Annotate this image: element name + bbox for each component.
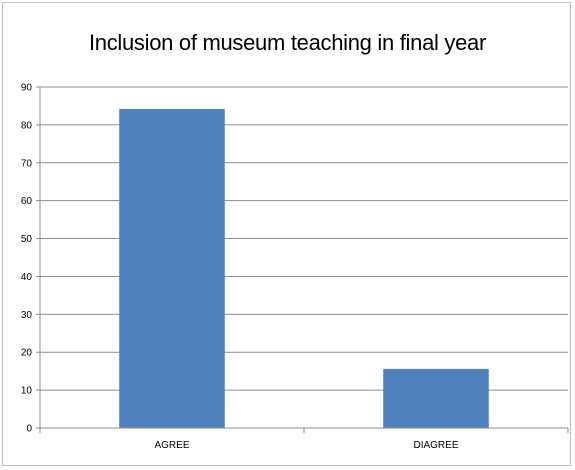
- y-tick-label: 10: [21, 386, 33, 397]
- y-tick-label: 90: [21, 83, 33, 94]
- x-category-label: DIAGREE: [413, 440, 458, 451]
- axes: [36, 86, 569, 433]
- axis-labels: 0 10 20 30 40 50 60 70 80 90 AGREE DIAGREE: [21, 83, 459, 452]
- bar-agree: [119, 108, 225, 428]
- y-tick-label: 0: [26, 424, 32, 435]
- y-tick-label: 20: [21, 348, 33, 359]
- bar-diagree: [383, 368, 489, 428]
- y-tick-label: 50: [21, 234, 33, 245]
- bars: [119, 108, 489, 428]
- y-tick-label: 30: [21, 310, 33, 321]
- y-tick-label: 40: [21, 272, 33, 283]
- chart-title: Inclusion of museum teaching in final ye…: [88, 30, 487, 55]
- y-tick-label: 80: [21, 120, 33, 131]
- y-tick-label: 70: [21, 158, 33, 169]
- y-tick-label: 60: [21, 196, 33, 207]
- x-category-label: AGREE: [154, 440, 189, 451]
